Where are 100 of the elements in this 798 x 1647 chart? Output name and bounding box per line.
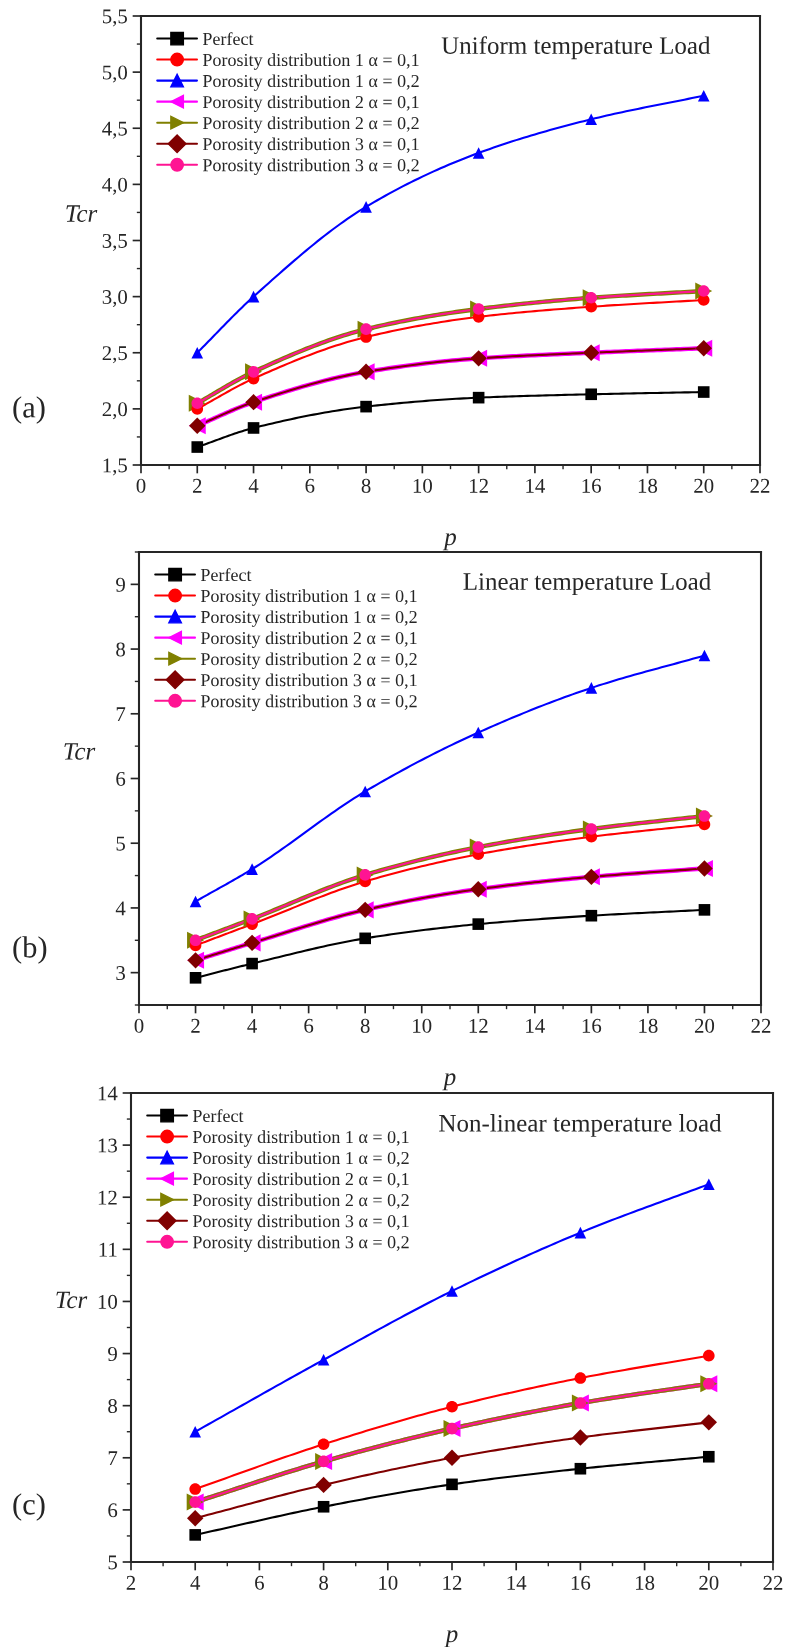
point [246,863,258,875]
x-tick-label: 18 [639,1018,658,1033]
y-tick-label: 5 [108,1555,117,1570]
y-axis-title: Tcr [56,1291,88,1309]
y-tick-label: 4 [115,901,126,916]
legend-label: Porosity distribution 1 α = 0,1 [192,1130,409,1147]
legend-label: Porosity distribution 3 α = 0,2 [200,694,417,712]
legend-label: Porosity distribution 3 α = 0,1 [192,1214,409,1231]
point [446,1400,458,1413]
point [189,1425,202,1438]
y-tick-label: 5,0 [102,65,128,83]
x-axis-title: p [442,1073,456,1091]
y-tick-label: 9 [108,1346,117,1361]
x-tick-label: 22 [751,1018,771,1033]
y-tick-label: 7 [116,707,126,722]
x-tick-label: 8 [319,1575,329,1590]
legend-label: Perfect [192,1109,244,1123]
y-tick-label: 4,5 [102,121,127,139]
point [189,1483,202,1495]
point [446,1285,458,1297]
y-tick-label: 11 [99,1242,117,1257]
x-tick-label: 12 [469,1018,488,1033]
y-tick-label: 9 [116,577,125,592]
x-tick-label: 20 [694,478,714,493]
text: (b) [13,936,47,964]
point [317,1354,330,1366]
point [189,1529,202,1541]
text: (c) [13,1493,45,1521]
y-tick-label: 5 [116,836,125,851]
legend-label: Porosity distribution 1 α = 0,2 [192,1151,409,1168]
y-tick-label: 13 [98,1138,117,1153]
x-tick-label: 6 [304,1018,314,1033]
point [585,909,598,922]
x-tick-label: 16 [582,1018,602,1033]
x-tick-label: 18 [636,1575,655,1590]
y-tick-label: 4,0 [102,177,128,195]
text: Uniform temperature Load [441,36,711,60]
point [359,785,371,798]
x-tick-label: 6 [305,478,315,493]
point [585,113,597,126]
x-tick-label: 0 [134,1018,144,1033]
x-tick-label: 8 [360,1018,370,1033]
x-tick-label: 2 [192,478,202,493]
point [360,400,372,413]
y-axis-title: Tcr [66,205,98,222]
point [359,932,371,945]
point [700,1414,718,1431]
legend-label: Porosity distribution 1 α = 0,2 [202,74,419,91]
x-tick-label: 12 [470,478,488,493]
y-tick-label: 6 [108,1503,118,1518]
point [315,1476,332,1494]
point [247,290,260,303]
point [574,1226,587,1239]
y-tick-label: 14 [98,1086,118,1101]
point [698,904,711,916]
y-tick-label: 8 [108,1399,118,1414]
point [472,147,485,159]
point [572,1429,589,1446]
y-tick-label: 6 [116,771,126,786]
x-tick-label: 2 [126,1575,136,1590]
x-tick-label: 12 [443,1575,462,1590]
x-tick-label: 10 [379,1575,398,1590]
point [191,346,204,359]
x-tick-label: 4 [248,478,259,493]
x-tick-label: 0 [136,478,146,493]
text: Non-linear temperature load [439,1114,722,1137]
text: Linear temperature Load [463,572,711,596]
x-tick-label: 10 [413,478,432,493]
y-tick-label: 3,0 [102,290,128,308]
legend-label: Porosity distribution 1 α = 0,2 [200,610,417,627]
point [189,972,202,984]
legend-label: Porosity distribution 2 α = 0,1 [200,631,417,648]
x-tick-label: 10 [413,1018,432,1033]
legend-label: Porosity distribution 2 α = 0,2 [202,116,419,133]
legend-label: Porosity distribution 2 α = 0,1 [192,1172,409,1189]
y-tick-label: 7 [108,1451,118,1466]
legend-label: Perfect [202,32,254,46]
y-tick-label: 2,0 [102,402,128,420]
point [443,1449,461,1466]
point [585,388,597,401]
legend-label: Porosity distribution 3 α = 0,2 [202,158,419,176]
legend-label: Porosity distribution 3 α = 0,1 [202,137,419,154]
text: (a) [13,396,45,424]
point [186,1510,204,1527]
point [446,1478,458,1491]
legend-label: Porosity distribution 3 α = 0,2 [192,1235,409,1253]
point [698,649,711,662]
x-tick-label: 8 [361,478,371,493]
x-tick-label: 22 [750,478,770,493]
point [585,682,598,694]
point [317,1500,330,1513]
y-tick-label: 12 [98,1190,117,1205]
x-axis-title: p [444,1630,458,1647]
point [191,441,204,453]
legend-label: Porosity distribution 1 α = 0,1 [202,53,419,70]
point [317,1438,330,1451]
x-tick-label: 14 [507,1575,527,1590]
point [472,726,485,739]
legend-label: Porosity distribution 2 α = 0,2 [192,1193,409,1210]
point [189,895,202,908]
